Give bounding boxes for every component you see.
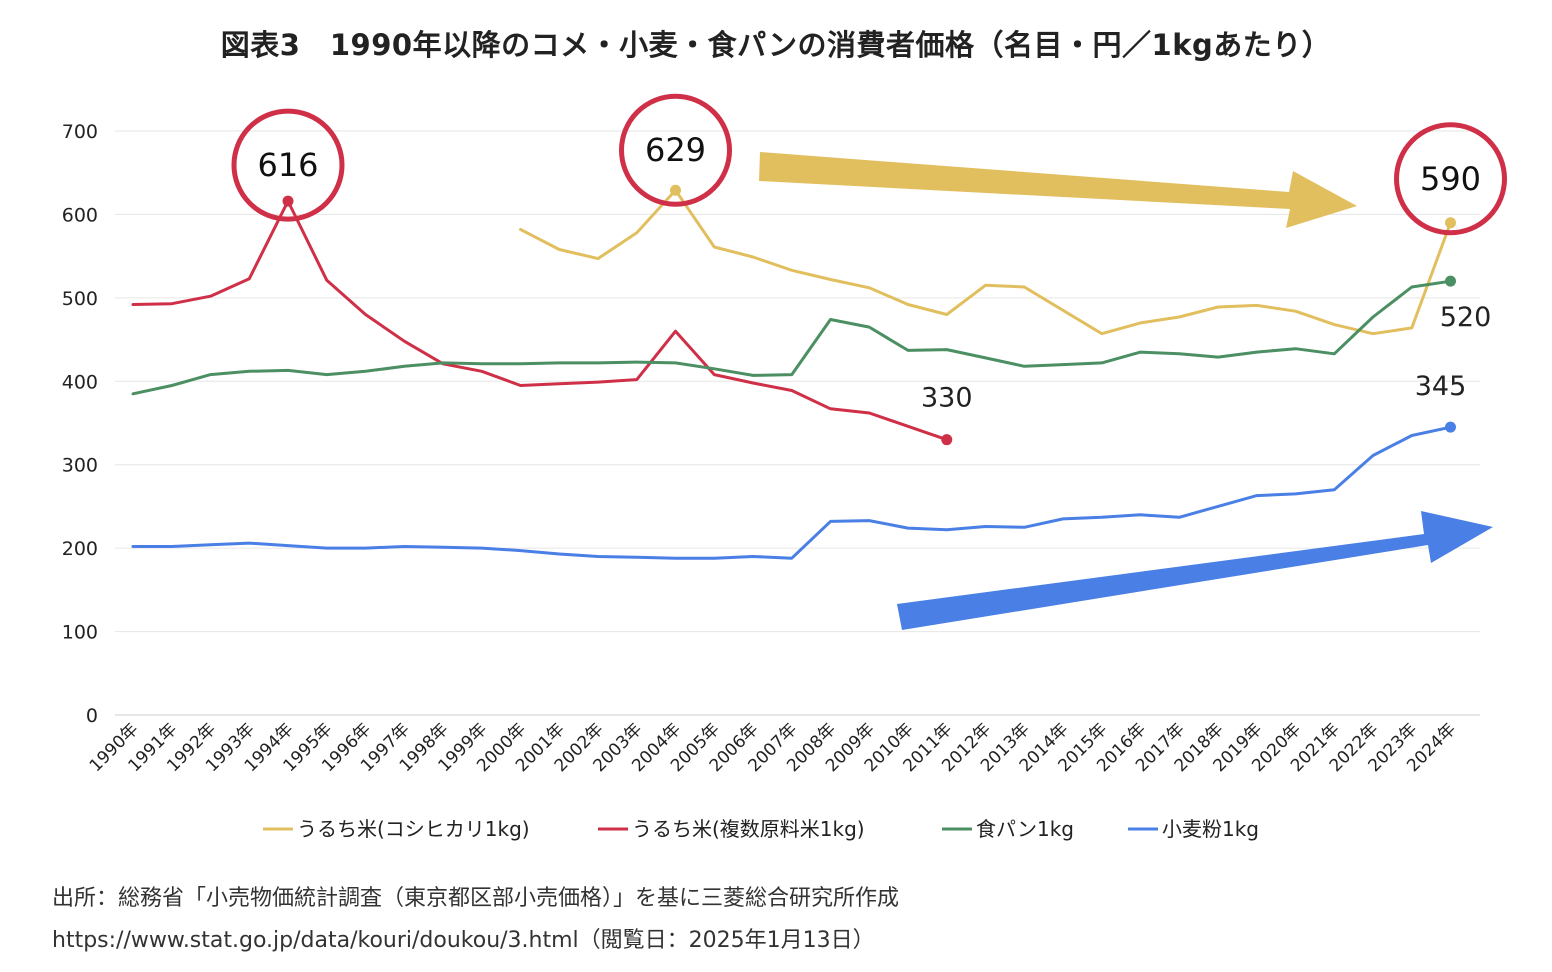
- legend: うるち米(コシヒカリ1kg) うるち米(複数原料米1kg) 食パン1kg 小麦粉1kg: [263, 817, 1259, 841]
- highlight-circle: [1394, 122, 1507, 236]
- data-point-marker: [670, 184, 681, 196]
- data-point-marker: [941, 434, 953, 446]
- data-point-marker: [1445, 275, 1456, 287]
- y-tick-label: 500: [62, 288, 98, 310]
- series-line: [131, 279, 1452, 396]
- data-label: 629: [645, 131, 706, 169]
- data-label: 520: [1440, 302, 1492, 333]
- legend-label: 小麦粉1kg: [1162, 817, 1259, 841]
- gridlines: [115, 130, 1480, 716]
- data-point-marker: [1445, 421, 1456, 433]
- chart-title: 図表3 1990年以降のコメ・小麦・食パンの消費者価格（名目・円／1kgあたり）: [220, 28, 1332, 62]
- series-line: [519, 188, 1452, 336]
- x-axis-ticks: 1990年1991年1992年1993年1994年1995年1996年1997年…: [86, 719, 1460, 776]
- y-tick-label: 200: [62, 538, 98, 560]
- legend-label: うるち米(複数原料米1kg): [632, 817, 865, 841]
- highlight-circle: [231, 108, 345, 222]
- data-point-marker: [1445, 217, 1456, 229]
- series-line: [131, 199, 949, 442]
- source-note: 出所：総務省「小売物価統計調査（東京都区部小売価格）」を基に三菱総合研究所作成: [52, 886, 900, 911]
- highlight-circle: [619, 93, 732, 207]
- data-label: 330: [921, 383, 973, 414]
- legend-label: 食パン1kg: [976, 817, 1074, 841]
- y-tick-label: 100: [62, 622, 98, 644]
- y-tick-label: 300: [62, 455, 98, 477]
- trend-arrows: [759, 152, 1493, 630]
- data-point-marker: [282, 195, 294, 207]
- series-line: [131, 425, 1452, 560]
- blue-trend-arrow: [897, 511, 1493, 630]
- legend-label: うるち米(コシヒカリ1kg): [297, 817, 530, 841]
- source-url: https://www.stat.go.jp/data/kouri/doukou…: [52, 928, 875, 953]
- y-axis-ticks: 0 100 200 300 400 500 600 700: [62, 121, 98, 727]
- gold-trend-arrow: [759, 152, 1357, 228]
- y-tick-label: 400: [62, 371, 98, 393]
- y-tick-label: 0: [86, 705, 98, 727]
- annotations: 616 629 590 520 330 345: [231, 93, 1507, 446]
- data-label: 616: [257, 146, 318, 184]
- y-tick-label: 600: [62, 204, 98, 226]
- data-label: 345: [1415, 371, 1467, 402]
- y-tick-label: 700: [62, 121, 98, 143]
- data-label: 590: [1420, 160, 1481, 198]
- series-lines: [131, 188, 1452, 560]
